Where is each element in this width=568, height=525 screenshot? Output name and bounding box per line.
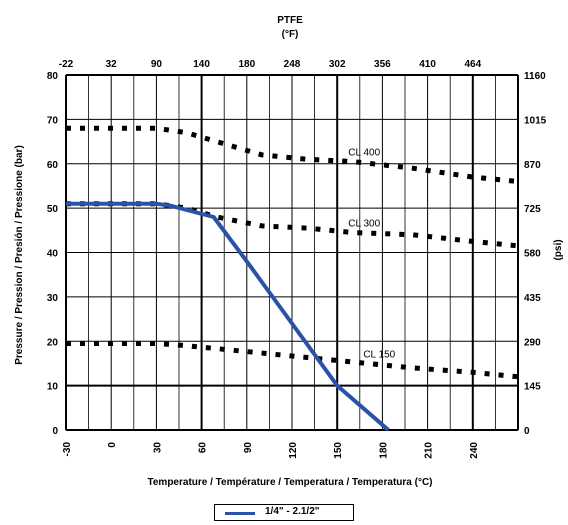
reference-curve-cl-300 bbox=[66, 201, 519, 249]
x-tick-label: 150 bbox=[333, 442, 344, 459]
reference-curve-label: CL 150 bbox=[363, 349, 395, 360]
y-tick-label: 20 bbox=[47, 337, 59, 348]
right-tick-label: 290 bbox=[524, 337, 541, 348]
right-tick-label: 870 bbox=[524, 160, 541, 171]
legend: 1/4" - 2.1/2" bbox=[214, 504, 354, 521]
right-tick-label: 1015 bbox=[524, 115, 547, 126]
curves: CL 400 CL 300 CL 150 bbox=[66, 125, 519, 432]
top-tick-label: 180 bbox=[238, 59, 255, 70]
right-tick-label: 145 bbox=[524, 382, 541, 393]
x-tick-label: 210 bbox=[424, 442, 435, 459]
reference-curve-label: CL 400 bbox=[348, 148, 380, 159]
y-tick-label: 50 bbox=[47, 204, 59, 215]
x-tick-label: 60 bbox=[198, 442, 209, 454]
y-tick-label: 70 bbox=[47, 115, 59, 126]
top-tick-label: 248 bbox=[284, 59, 301, 70]
right-tick-label: 725 bbox=[524, 204, 541, 215]
right-tick-label: 0 bbox=[524, 426, 530, 437]
right-tick-label: 1160 bbox=[524, 71, 546, 82]
x-tick-label: 90 bbox=[243, 442, 254, 454]
chart-title: PTFE bbox=[277, 15, 303, 26]
y-tick-label: 0 bbox=[52, 426, 58, 437]
x-tick-label: 30 bbox=[152, 442, 163, 454]
y-tick-label: 80 bbox=[47, 71, 59, 82]
top-tick-label: 140 bbox=[193, 59, 210, 70]
right-tick-label: 580 bbox=[524, 249, 541, 260]
x-axis-label: Temperature / Température / Temperatura … bbox=[148, 477, 433, 488]
y-tick-label: 10 bbox=[47, 382, 59, 393]
reference-curve-cl-150 bbox=[66, 340, 519, 380]
top-tick-label: 90 bbox=[151, 59, 163, 70]
y-tick-label: 60 bbox=[47, 160, 59, 171]
reference-curve-cl-400 bbox=[66, 125, 519, 184]
grid bbox=[65, 74, 519, 431]
x-tick-label: 0 bbox=[107, 442, 118, 448]
legend-swatch bbox=[225, 512, 255, 515]
right-axis-label: (psi) bbox=[553, 239, 564, 260]
series-line bbox=[66, 201, 390, 432]
x-tick-label: -30 bbox=[62, 442, 73, 457]
reference-curve-label: CL 300 bbox=[348, 219, 380, 230]
top-tick-label: 410 bbox=[419, 59, 436, 70]
top-tick-label: 302 bbox=[329, 59, 346, 70]
top-tick-label: 356 bbox=[374, 59, 391, 70]
top-tick-label: 464 bbox=[464, 59, 481, 70]
y-axis-label: Pressure / Pression / Presión / Pression… bbox=[14, 145, 25, 365]
x-tick-label: 120 bbox=[288, 442, 299, 459]
right-tick-label: 435 bbox=[524, 293, 541, 304]
legend-label: 1/4" - 2.1/2" bbox=[265, 506, 320, 517]
tick-labels: 0 10 20 30 40 50 60 70 80 0 145 290 435 580 725 870 1015… bbox=[47, 59, 547, 459]
y-tick-label: 40 bbox=[47, 249, 59, 260]
x-tick-label: 240 bbox=[469, 442, 480, 459]
y-tick-label: 30 bbox=[47, 293, 59, 304]
top-tick-label: -22 bbox=[59, 59, 74, 70]
x-tick-label: 180 bbox=[378, 442, 389, 459]
top-tick-label: 32 bbox=[106, 59, 118, 70]
top-axis-unit: (°F) bbox=[282, 29, 299, 40]
